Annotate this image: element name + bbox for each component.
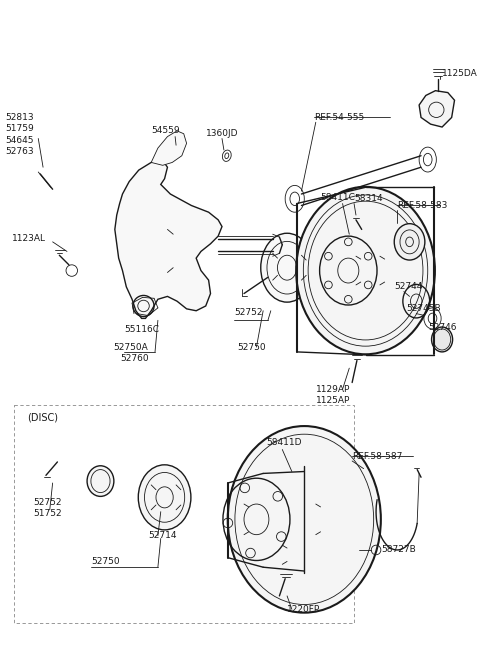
Ellipse shape — [432, 327, 453, 352]
Text: 58727B: 58727B — [381, 546, 416, 555]
Text: 55116C: 55116C — [124, 326, 159, 335]
Text: (DISC): (DISC) — [27, 413, 58, 423]
Bar — [14, 405, 354, 623]
Text: 54645: 54645 — [5, 136, 33, 145]
Text: 1125DA: 1125DA — [442, 69, 478, 78]
Text: 52752: 52752 — [34, 498, 62, 506]
Ellipse shape — [394, 223, 425, 260]
Text: 1125AP: 1125AP — [316, 396, 350, 405]
Text: REF.58-587: REF.58-587 — [352, 452, 403, 460]
Ellipse shape — [228, 426, 381, 612]
Text: 58411C: 58411C — [321, 193, 355, 202]
Text: 1220FP: 1220FP — [287, 605, 320, 614]
Text: 58314: 58314 — [354, 195, 383, 203]
Text: REF.58-583: REF.58-583 — [397, 201, 447, 210]
Text: 52750: 52750 — [91, 557, 120, 566]
Text: 52763: 52763 — [5, 147, 34, 157]
Polygon shape — [115, 160, 222, 318]
Text: 52746: 52746 — [429, 324, 457, 333]
Text: 52750A: 52750A — [113, 343, 148, 352]
Text: 1123AL: 1123AL — [12, 234, 46, 244]
Text: 52714: 52714 — [148, 531, 177, 540]
Text: 1129AP: 1129AP — [316, 384, 350, 394]
Text: 58411D: 58411D — [266, 438, 301, 447]
Text: 52744: 52744 — [394, 282, 422, 291]
Polygon shape — [151, 131, 187, 165]
Ellipse shape — [138, 465, 191, 530]
Text: 52813: 52813 — [5, 113, 34, 122]
Ellipse shape — [87, 466, 114, 496]
Text: 1360JD: 1360JD — [206, 129, 238, 138]
Text: 52752: 52752 — [234, 308, 263, 317]
Text: 51752: 51752 — [34, 509, 62, 518]
Text: 51759: 51759 — [5, 124, 34, 134]
Text: 52745B: 52745B — [407, 305, 441, 313]
Polygon shape — [419, 90, 455, 127]
Text: 52750: 52750 — [237, 343, 266, 352]
Ellipse shape — [296, 187, 435, 354]
Ellipse shape — [261, 233, 313, 302]
Text: 54559: 54559 — [151, 126, 180, 136]
Text: 52760: 52760 — [120, 354, 149, 363]
Text: REF.54-555: REF.54-555 — [314, 113, 364, 122]
